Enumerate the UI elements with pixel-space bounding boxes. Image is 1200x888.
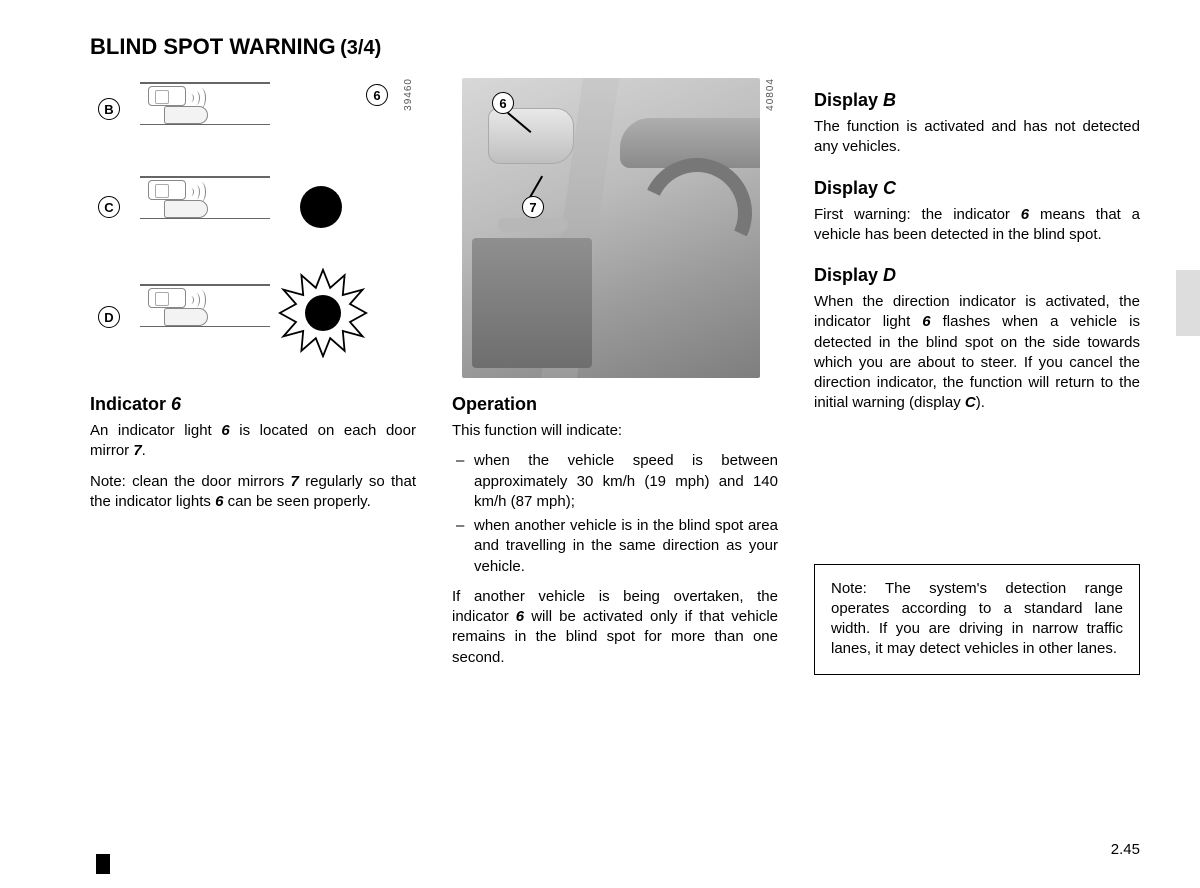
diagram-row-B	[140, 82, 270, 125]
indicator-paragraph-2: Note: clean the door mirrors 7 regularly…	[90, 472, 416, 513]
display-b-text: The function is activated and has not de…	[814, 117, 1140, 158]
ref-7: 7	[291, 473, 299, 490]
text-fragment: can be seen properly.	[223, 493, 370, 510]
ref-6: 6	[922, 313, 930, 330]
display-b-heading: Display B	[814, 90, 1140, 111]
operation-list: when the vehicle speed is between approx…	[452, 451, 778, 577]
manual-page: BLIND SPOT WARNING (3/4) 39460 6 B	[0, 0, 1200, 888]
text-fragment: D	[883, 265, 896, 285]
indicator-heading-num: 6	[171, 394, 181, 414]
callout-B: B	[98, 98, 120, 120]
diagram-row-C	[140, 176, 270, 219]
callout-6-label: 6	[499, 96, 506, 111]
note-box: Note: The system's detection range opera…	[814, 564, 1140, 675]
callout-C: C	[98, 196, 120, 218]
display-d-heading: Display D	[814, 265, 1140, 286]
text-fragment: Display	[814, 265, 883, 285]
page-title-suffix: (3/4)	[340, 37, 381, 59]
figure-code: 40804	[765, 78, 776, 111]
column-1: 39460 6 B	[90, 78, 416, 678]
callout-D: D	[98, 306, 120, 328]
callout-6: 6	[366, 84, 388, 106]
text-fragment: C	[883, 178, 896, 198]
page-title: BLIND SPOT WARNING	[90, 34, 336, 59]
display-d-text: When the direction indicator is activate…	[814, 292, 1140, 414]
column-3: Display B The function is activated and …	[814, 78, 1140, 678]
text-fragment: An indicator light	[90, 422, 221, 439]
figure-code: 39460	[403, 78, 414, 111]
ref-7: 7	[133, 442, 141, 459]
footer-mark-icon	[96, 854, 110, 874]
indicator-dot-solid	[300, 186, 342, 228]
operation-heading: Operation	[452, 394, 778, 415]
indicator-dot-flashing	[278, 268, 368, 358]
callout-6-label: 6	[373, 88, 380, 103]
text-fragment: Note: clean the door mirrors	[90, 473, 291, 490]
interior-photo	[462, 78, 760, 378]
indicator-heading: Indicator 6	[90, 394, 416, 415]
figure-indicator-states: 39460 6 B	[90, 78, 416, 378]
diagram-row-D	[140, 284, 270, 327]
display-c-heading: Display C	[814, 178, 1140, 199]
figure-interior-photo: 40804 6 7	[452, 78, 778, 378]
list-item: when the vehicle speed is between approx…	[452, 451, 778, 512]
callout-7-label: 7	[529, 200, 536, 215]
note-text: Note: The system's detection range opera…	[831, 579, 1123, 660]
side-tab	[1176, 270, 1200, 336]
list-item: when another vehicle is in the blind spo…	[452, 516, 778, 577]
text-fragment: B	[883, 90, 896, 110]
content-columns: 39460 6 B	[90, 78, 1140, 678]
callout-B-label: B	[104, 102, 113, 117]
ref-C: C	[965, 394, 976, 411]
callout-6-photo: 6	[492, 92, 514, 114]
indicator-paragraph-1: An indicator light 6 is located on each …	[90, 421, 416, 462]
indicator-heading-text: Indicator	[90, 394, 171, 414]
text-fragment: First warning: the indicator	[814, 206, 1021, 223]
ref-6: 6	[1021, 206, 1029, 223]
text-fragment: ).	[976, 394, 985, 411]
text-fragment: .	[142, 442, 146, 459]
page-title-row: BLIND SPOT WARNING (3/4)	[90, 34, 1140, 60]
callout-7-photo: 7	[522, 196, 544, 218]
page-number: 2.45	[1111, 841, 1140, 858]
operation-paragraph-2: If another vehicle is being overtaken, t…	[452, 587, 778, 668]
text-fragment: Display	[814, 178, 883, 198]
display-c-text: First warning: the indicator 6 means tha…	[814, 205, 1140, 246]
ref-6: 6	[516, 608, 524, 625]
ref-6: 6	[221, 422, 229, 439]
callout-C-label: C	[104, 200, 113, 215]
operation-intro: This function will indicate:	[452, 421, 778, 441]
column-2: 40804 6 7 Operation Th	[452, 78, 778, 678]
text-fragment: Display	[814, 90, 883, 110]
callout-D-label: D	[104, 310, 113, 325]
